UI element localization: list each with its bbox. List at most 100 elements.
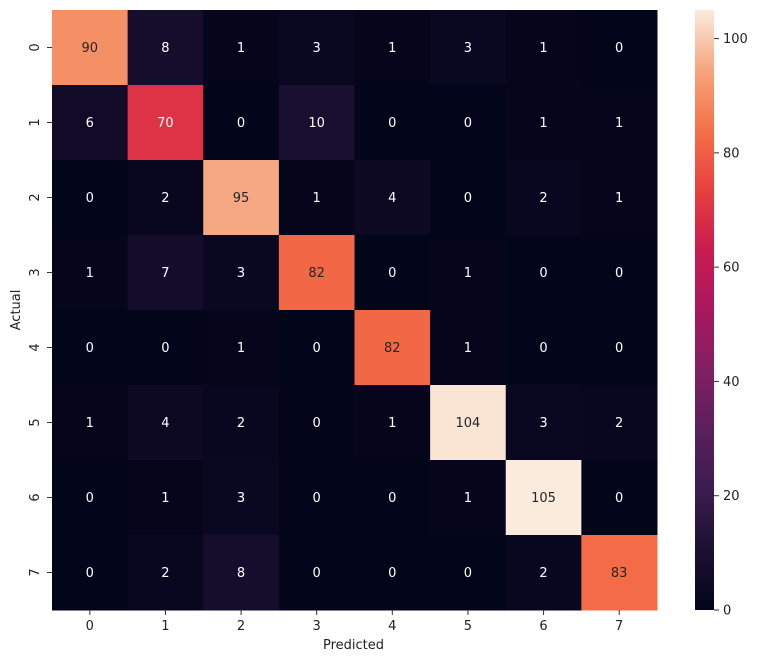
heatmap-cell-r3-c4 bbox=[354, 235, 431, 311]
cell-label-r2-c1: 2 bbox=[161, 191, 169, 206]
cell-label-r6-c5: 1 bbox=[464, 491, 472, 506]
heatmap-cell-r3-c7 bbox=[581, 235, 658, 311]
heatmap-cell-r6-c0 bbox=[52, 460, 129, 536]
y-tick-label-7: 7 bbox=[28, 568, 43, 576]
cell-label-r6-c1: 1 bbox=[161, 491, 169, 506]
y-axis-label: Actual bbox=[9, 290, 24, 331]
heatmap-cell-r5-c7 bbox=[581, 385, 658, 461]
cell-label-r3-c5: 1 bbox=[464, 266, 472, 281]
cell-label-r2-c4: 4 bbox=[388, 191, 396, 206]
heatmap-cell-r0-c2 bbox=[203, 10, 280, 86]
x-axis-label: Predicted bbox=[323, 638, 384, 653]
cell-label-r2-c6: 2 bbox=[539, 191, 547, 206]
colorbar: 0 20 40 60 80 100 bbox=[695, 10, 748, 619]
cell-label-r4-c4: 82 bbox=[384, 341, 401, 356]
cell-label-r5-c6: 3 bbox=[539, 416, 547, 431]
cell-label-r4-c5: 1 bbox=[464, 341, 472, 356]
cell-label-r7-c7: 83 bbox=[611, 566, 628, 581]
colorbar-tick-label-5: 100 bbox=[723, 32, 748, 47]
heatmap-cell-r1-c4 bbox=[354, 85, 431, 161]
x-axis-ticks: 0 1 2 3 4 5 6 7 bbox=[86, 610, 623, 634]
cell-label-r6-c3: 0 bbox=[313, 491, 321, 506]
y-tick-label-3: 3 bbox=[28, 268, 43, 276]
heatmap-cell-r4-c7 bbox=[581, 310, 658, 386]
cell-label-r0-c7: 0 bbox=[615, 41, 623, 56]
cell-label-r3-c0: 1 bbox=[86, 266, 94, 281]
cell-label-r5-c3: 0 bbox=[313, 416, 321, 431]
heatmap-cell-r1-c1 bbox=[127, 85, 204, 161]
y-tick-label-2: 2 bbox=[28, 193, 43, 201]
y-axis-ticks: 0 1 2 3 4 5 6 7 bbox=[28, 43, 52, 577]
cell-label-r0-c0: 90 bbox=[82, 41, 99, 56]
heatmap-cell-r5-c2 bbox=[203, 385, 280, 461]
cell-label-r0-c4: 1 bbox=[388, 41, 396, 56]
cell-label-r1-c0: 6 bbox=[86, 116, 94, 131]
heatmap-cell-r2-c3 bbox=[278, 160, 355, 236]
heatmap-cell-r5-c4 bbox=[354, 385, 431, 461]
heatmap-cell-r0-c0 bbox=[52, 10, 129, 86]
cell-label-r6-c0: 0 bbox=[86, 491, 94, 506]
heatmap-cell-r5-c6 bbox=[505, 385, 582, 461]
heatmap-cell-r6-c5 bbox=[430, 460, 507, 536]
cell-label-r0-c1: 8 bbox=[161, 41, 169, 56]
cell-label-r7-c0: 0 bbox=[86, 566, 94, 581]
heatmap-cell-r3-c1 bbox=[127, 235, 204, 311]
heatmap-cell-r7-c0 bbox=[52, 535, 129, 611]
cell-label-r4-c3: 0 bbox=[313, 341, 321, 356]
heatmap-cell-r4-c4 bbox=[354, 310, 431, 386]
heatmap-cell-r4-c0 bbox=[52, 310, 129, 386]
cell-label-r3-c2: 3 bbox=[237, 266, 245, 281]
heatmap-cell-r1-c5 bbox=[430, 85, 507, 161]
heatmap-cell-r4-c5 bbox=[430, 310, 507, 386]
heatmap-cell-r5-c3 bbox=[278, 385, 355, 461]
cell-label-r1-c7: 1 bbox=[615, 116, 623, 131]
cell-label-r5-c1: 4 bbox=[161, 416, 169, 431]
cell-label-r3-c3: 82 bbox=[308, 266, 325, 281]
heatmap-cell-r2-c4 bbox=[354, 160, 431, 236]
heatmap: 90 8 1 3 1 3 1 06 70 0 10 0 0 1 10 2 95 1 4 0 2 11 7 3 82 0 1 0 00 0 1… bbox=[52, 10, 658, 611]
heatmap-cell-r3-c2 bbox=[203, 235, 280, 311]
cell-label-r4-c0: 0 bbox=[86, 341, 94, 356]
cell-label-r2-c5: 0 bbox=[464, 191, 472, 206]
y-tick-label-1: 1 bbox=[28, 118, 43, 126]
heatmap-cell-r7-c3 bbox=[278, 535, 355, 611]
heatmap-cell-r6-c4 bbox=[354, 460, 431, 536]
heatmap-cell-r0-c4 bbox=[354, 10, 431, 86]
y-tick-label-5: 5 bbox=[28, 418, 43, 426]
cell-label-r1-c5: 0 bbox=[464, 116, 472, 131]
y-tick-label-0: 0 bbox=[28, 43, 43, 51]
heatmap-cell-r7-c4 bbox=[354, 535, 431, 611]
heatmap-cell-r2-c0 bbox=[52, 160, 129, 236]
heatmap-cell-r5-c0 bbox=[52, 385, 129, 461]
x-tick-label-0: 0 bbox=[86, 619, 94, 634]
heatmap-cell-r0-c5 bbox=[430, 10, 507, 86]
cell-label-r4-c2: 1 bbox=[237, 341, 245, 356]
heatmap-cell-r0-c1 bbox=[127, 10, 204, 86]
cell-label-r6-c6: 105 bbox=[531, 491, 556, 506]
heatmap-cell-r3-c5 bbox=[430, 235, 507, 311]
cell-label-r7-c5: 0 bbox=[464, 566, 472, 581]
heatmap-cell-r7-c7 bbox=[581, 535, 658, 611]
heatmap-cell-r1-c6 bbox=[505, 85, 582, 161]
heatmap-cell-r5-c1 bbox=[127, 385, 204, 461]
cell-label-r4-c1: 0 bbox=[161, 341, 169, 356]
heatmap-cell-r3-c3 bbox=[278, 235, 355, 311]
cell-label-r7-c1: 2 bbox=[161, 566, 169, 581]
cell-label-r2-c2: 95 bbox=[233, 191, 250, 206]
cell-label-r5-c5: 104 bbox=[456, 416, 481, 431]
x-tick-label-6: 6 bbox=[539, 619, 547, 634]
cell-label-r5-c0: 1 bbox=[86, 416, 94, 431]
heatmap-cell-r3-c0 bbox=[52, 235, 129, 311]
heatmap-cell-r5-c5 bbox=[430, 385, 507, 461]
x-tick-label-1: 1 bbox=[161, 619, 169, 634]
colorbar-gradient bbox=[695, 10, 714, 610]
cell-label-r5-c7: 2 bbox=[615, 416, 623, 431]
heatmap-cell-r6-c7 bbox=[581, 460, 658, 536]
heatmap-cell-r1-c2 bbox=[203, 85, 280, 161]
cell-label-r7-c6: 2 bbox=[539, 566, 547, 581]
colorbar-tick-label-1: 20 bbox=[723, 489, 740, 504]
heatmap-cell-r7-c5 bbox=[430, 535, 507, 611]
heatmap-cell-r6-c2 bbox=[203, 460, 280, 536]
cell-label-r6-c4: 0 bbox=[388, 491, 396, 506]
